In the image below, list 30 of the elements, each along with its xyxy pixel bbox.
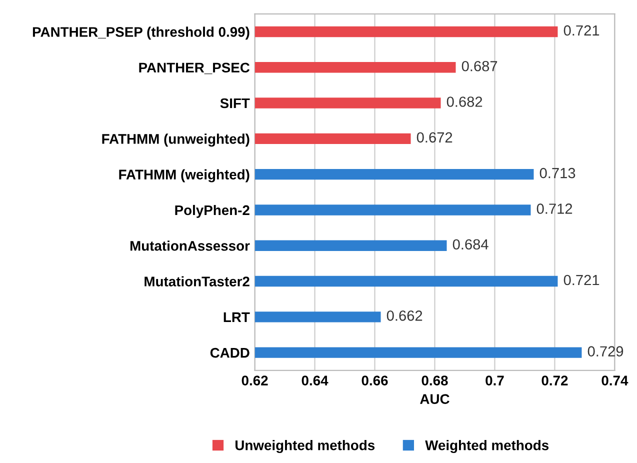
y-tick-label: PANTHER_PSEC: [139, 62, 250, 74]
data-label: 0.721: [564, 25, 600, 36]
legend-label: Weighted methods: [425, 440, 549, 454]
data-label: 0.712: [536, 204, 572, 214]
data-label: 0.687: [462, 60, 498, 72]
y-tick-label: CADD: [210, 348, 250, 358]
data-label: 0.672: [416, 132, 452, 143]
y-tick-label: MutationTaster2: [144, 276, 250, 286]
x-tick-label: 0.74: [602, 376, 628, 386]
data-label: 0.684: [452, 239, 488, 250]
y-tick-label: PolyPhen-2: [175, 204, 250, 218]
y-tick-label: FATHMM (unweighted): [102, 134, 250, 147]
y-tick-label: LRT: [224, 312, 250, 322]
legend-label: Unweighted methods: [236, 440, 375, 454]
y-tick-label: FATHMM (weighted): [119, 169, 250, 182]
x-tick-label: 0.7: [486, 376, 504, 386]
x-axis-title: AUC: [420, 394, 450, 404]
data-label: 0.729: [588, 346, 624, 356]
x-tick-label: 0.66: [362, 376, 388, 386]
data-label: 0.713: [540, 168, 576, 178]
y-tick-label: SIFT: [220, 98, 250, 108]
x-tick-label: 0.68: [422, 376, 448, 386]
data-label: 0.682: [446, 96, 482, 107]
y-tick-label: PANTHER_PSEP (threshold 0.99): [32, 26, 250, 40]
y-tick-label: MutationAssessor: [130, 240, 250, 251]
data-label: 0.721: [564, 274, 600, 286]
data-label: 0.662: [386, 310, 422, 321]
x-tick-label: 0.72: [542, 376, 568, 386]
x-tick-label: 0.64: [302, 376, 328, 386]
x-tick-label: 0.62: [242, 376, 268, 386]
